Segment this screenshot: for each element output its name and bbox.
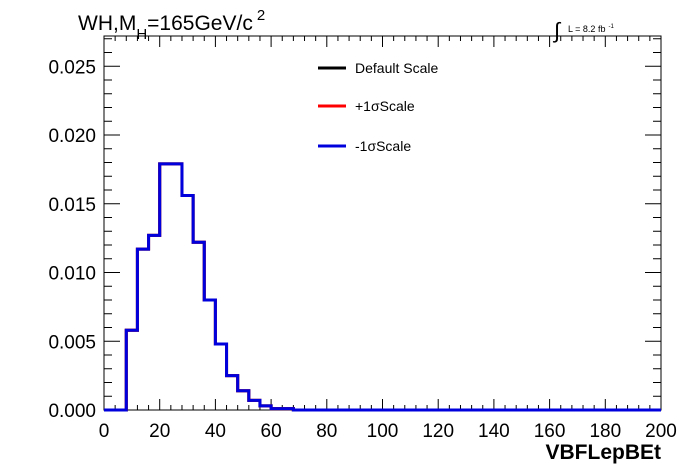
plot-frame — [103, 35, 662, 411]
axis-tick-labels: 0 20 40 60 80 100 120 140 160 180 200 0.000 0.005 0.0… — [48, 57, 676, 442]
legend-label: Default Scale — [355, 60, 438, 76]
x-tick-label: 200 — [645, 421, 677, 442]
x-tick-label: 60 — [261, 421, 282, 442]
lumi-text: L = 8.2 fb — [568, 24, 605, 34]
histogram-series — [104, 162, 661, 412]
legend-label: +1σScale — [355, 98, 415, 114]
x-tick-label: 80 — [316, 421, 337, 442]
x-tick-label: 0 — [99, 421, 110, 442]
lumi-integral: ∫ — [552, 18, 562, 43]
x-tick-label: 140 — [478, 421, 510, 442]
title-superscript: 2 — [257, 7, 265, 24]
series-line — [104, 162, 661, 412]
chart-title: WH,MH=165GeV/c 2 — [78, 7, 265, 43]
series-line — [104, 162, 661, 412]
x-tick-label: 180 — [589, 421, 621, 442]
y-tick-label: 0.000 — [48, 401, 96, 422]
legend-label: -1σScale — [355, 138, 411, 154]
y-tick-label: 0.015 — [48, 195, 96, 216]
legend: Default Scale +1σScale -1σScale — [318, 60, 438, 154]
x-tick-label: 100 — [367, 421, 399, 442]
y-tick-label: 0.005 — [48, 332, 96, 353]
x-tick-label: 20 — [149, 421, 170, 442]
x-tick-label: 160 — [534, 421, 566, 442]
x-axis-label: VBFLepBEt — [546, 441, 662, 464]
axis-ticks — [103, 36, 662, 411]
lumi-superscript: -1 — [608, 24, 614, 30]
y-tick-label: 0.010 — [48, 264, 96, 285]
title-rest: =165GeV/c — [147, 12, 253, 35]
x-tick-label: 120 — [422, 421, 454, 442]
y-tick-label: 0.025 — [48, 57, 96, 78]
y-tick-label: 0.020 — [48, 126, 96, 147]
lumi-label: L = 8.2 fb -1 — [568, 24, 614, 34]
title-main: WH,M — [78, 12, 136, 35]
x-tick-label: 40 — [205, 421, 226, 442]
title-subscript: H — [136, 26, 147, 43]
series-line — [104, 162, 661, 412]
